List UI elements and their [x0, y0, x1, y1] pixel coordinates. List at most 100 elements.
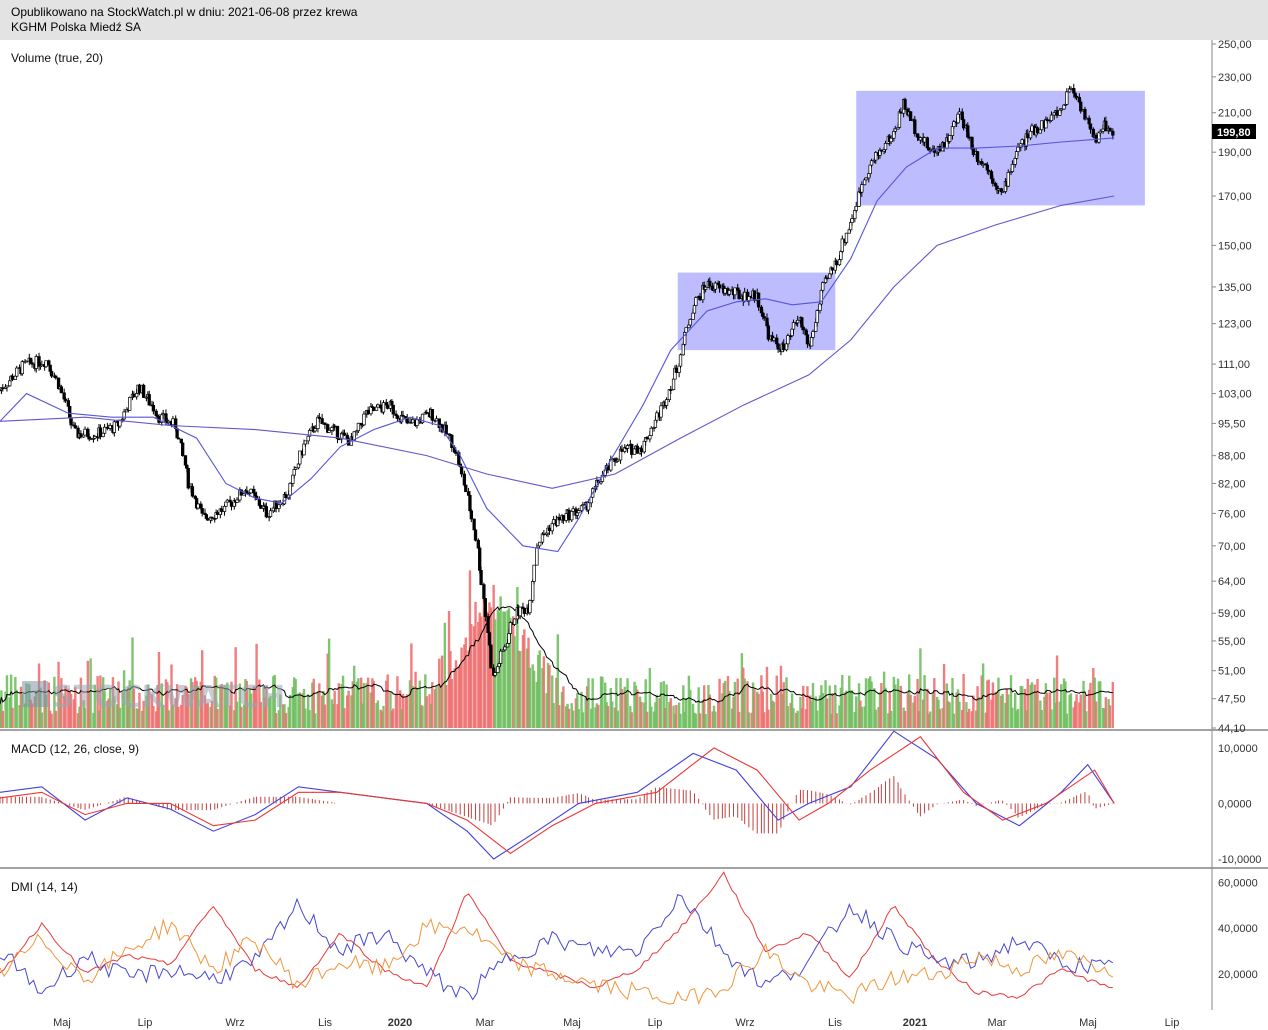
volume-bar: [831, 692, 834, 728]
candle-body: [991, 178, 995, 184]
candle-body: [342, 432, 347, 436]
volume-bar: [555, 677, 558, 728]
volume-bar: [1004, 702, 1007, 728]
volume-bar: [1075, 694, 1078, 728]
volume-bar: [108, 689, 112, 728]
volume-bar: [287, 706, 290, 728]
volume-bar: [619, 677, 622, 728]
volume-bar: [756, 691, 759, 728]
volume-bar: [760, 675, 763, 728]
volume-bar: [238, 683, 242, 728]
candle-body: [987, 169, 991, 172]
candle-body: [210, 516, 214, 519]
candle-body: [551, 519, 556, 524]
volume-bar: [199, 681, 203, 728]
candle-body: [811, 331, 815, 338]
candle-body: [249, 488, 253, 494]
volume-bar: [248, 688, 251, 728]
volume-bar: [96, 676, 99, 728]
volume-bar: [76, 713, 80, 728]
volume-bar: [57, 661, 60, 728]
volume-bar: [650, 706, 653, 728]
volume-bar: [301, 693, 304, 728]
candle-body: [512, 618, 517, 625]
volume-bar: [864, 678, 868, 728]
volume-ma-line: [0, 606, 1113, 705]
candle-body: [586, 502, 591, 511]
candle-body: [996, 188, 1001, 191]
candle-body: [782, 343, 786, 351]
candle-body: [518, 606, 522, 617]
candle-body: [83, 428, 87, 436]
volume-bar: [404, 696, 408, 728]
candle-body: [762, 316, 766, 319]
volume-bar: [72, 699, 76, 728]
price-tick-label: 82,00: [1218, 478, 1246, 490]
candle-body: [801, 326, 805, 331]
volume-bar: [987, 679, 990, 728]
volume-bar: [976, 686, 979, 728]
volume-bar: [1108, 705, 1112, 728]
volume-bar: [157, 652, 161, 728]
volume-bar: [919, 648, 922, 728]
volume-bar: [1, 710, 4, 728]
volume-bar: [552, 703, 555, 728]
volume-bar: [545, 693, 548, 728]
price-tick-label: 250,00: [1218, 39, 1252, 51]
candle-body: [635, 445, 639, 454]
volume-bar: [1107, 699, 1110, 728]
candle-body: [1, 387, 5, 390]
candle-body: [1035, 127, 1040, 134]
volume-bar: [775, 675, 778, 728]
volume-bar: [1020, 686, 1024, 728]
volume-bar: [913, 695, 917, 728]
volume-bar: [694, 713, 698, 728]
volume-bar: [1082, 680, 1085, 728]
candle-body: [1001, 191, 1005, 193]
volume-bar: [525, 648, 529, 728]
volume-bar: [909, 694, 912, 728]
volume-bar: [556, 634, 560, 728]
volume-bar: [1026, 678, 1029, 728]
volume-bar: [306, 694, 310, 728]
candle-body: [717, 284, 722, 289]
volume-bar: [634, 685, 638, 728]
volume-bar: [531, 664, 534, 728]
volume-bar: [750, 712, 753, 728]
candle-body: [1074, 96, 1079, 98]
volume-bar: [576, 692, 579, 728]
volume-bar: [54, 710, 57, 728]
candle-body: [648, 435, 652, 440]
volume-bar: [44, 694, 48, 728]
volume-bar: [938, 709, 942, 728]
candle-body: [684, 327, 688, 333]
candle-body: [883, 143, 888, 150]
volume-bar: [541, 668, 544, 728]
candle-body: [908, 111, 913, 121]
volume-bar: [863, 706, 866, 728]
volume-bar: [401, 693, 405, 728]
candle-body: [411, 419, 415, 424]
candle-body: [840, 238, 844, 252]
candle-body: [464, 484, 468, 493]
volume-bar: [288, 694, 292, 728]
candle-body: [671, 378, 676, 390]
volume-bar: [683, 711, 686, 728]
volume-bar: [152, 705, 155, 728]
volume-bar: [785, 677, 788, 728]
volume-bar: [333, 690, 336, 728]
x-tick-label: Mar: [988, 1017, 1007, 1029]
volume-bar: [990, 699, 993, 728]
axes: 250,00 230,00 210,00 190,00 170,00 150,00 135,…: [53, 39, 1261, 1029]
volume-bar: [323, 704, 327, 728]
volume-bar: [786, 706, 790, 728]
candle-body: [303, 440, 308, 445]
volume-bar: [873, 688, 876, 728]
volume-bar: [449, 651, 452, 728]
volume-bar: [298, 692, 302, 728]
volume-bar: [645, 711, 649, 728]
candle-body: [645, 437, 649, 440]
volume-bar: [372, 680, 375, 728]
volume-bar: [399, 690, 402, 728]
